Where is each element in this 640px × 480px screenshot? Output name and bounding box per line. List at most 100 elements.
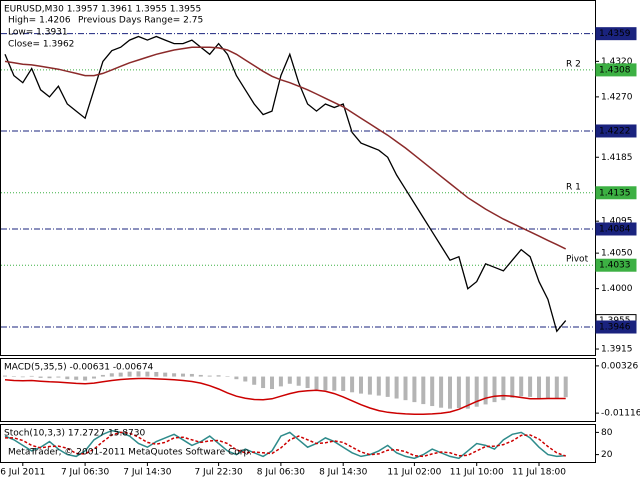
histogram-bar — [510, 376, 515, 398]
histogram-bar — [501, 376, 506, 401]
y-tick-label: 1.4270 — [601, 92, 633, 102]
x-tick-label: 7 Jul 14:30 — [123, 468, 172, 478]
level-label: Pivot — [566, 255, 589, 265]
y-tick-label: 1.4095 — [601, 217, 633, 227]
histogram-bar — [225, 376, 230, 377]
histogram-bar — [270, 376, 274, 390]
price-tag-label: 1.3946 — [599, 323, 631, 333]
price-tag — [595, 320, 637, 334]
main-panel — [0, 0, 596, 356]
histogram-bar — [198, 374, 203, 377]
y-tick-label: -0.01116 — [601, 409, 640, 419]
histogram-bar — [359, 376, 363, 394]
x-tick-label: 11 Jul 10:00 — [450, 468, 504, 478]
panel-title: MACD(5,35,5) -0.00631 -0.00674 — [4, 363, 154, 373]
histogram-bar — [305, 376, 310, 389]
histogram-bar — [181, 373, 185, 377]
histogram-bar — [207, 375, 212, 377]
x-tick-label: 11 Jul 02:00 — [387, 468, 441, 478]
y-tick-label: 1.4000 — [601, 284, 633, 294]
histogram-bar — [172, 373, 177, 377]
header-annotation: Previous Days Range= 2.75 — [78, 16, 203, 26]
price-tag — [595, 258, 637, 272]
histogram-bar — [145, 371, 150, 377]
histogram-bar — [29, 375, 34, 377]
price-tag-label: 1.4222 — [599, 126, 631, 136]
histogram-bar — [350, 376, 355, 393]
histogram-bar — [528, 376, 533, 397]
price-tag — [595, 63, 637, 77]
price-tag — [595, 186, 637, 200]
histogram-bar — [163, 372, 168, 377]
series-line — [4, 46, 567, 250]
histogram-bar — [243, 376, 248, 382]
histogram-bar — [394, 376, 399, 399]
y-tick-label: 1.3915 — [601, 345, 633, 355]
histogram-bar — [234, 376, 239, 380]
histogram-bar — [47, 376, 52, 379]
y-tick-label: 1.4320 — [601, 57, 633, 67]
histogram-bar — [421, 376, 426, 405]
y-tick-label: 0.00326 — [601, 361, 638, 371]
price-tag — [595, 124, 637, 138]
price-tag-label: 1.4308 — [599, 65, 631, 75]
histogram-bar — [492, 376, 497, 403]
price-tag — [595, 27, 637, 41]
histogram-bar — [465, 376, 470, 409]
y-tick-label: 80 — [601, 428, 613, 438]
histogram-bar — [439, 376, 444, 408]
panel-title: Stoch(10,3,3) 17.2727 15.8730 — [4, 429, 145, 439]
histogram-bar — [314, 376, 319, 390]
price-tag-label: 1.4135 — [599, 188, 631, 198]
histogram-bar — [109, 373, 114, 377]
header-annotation: Low= 1.3931 — [8, 28, 68, 38]
series-line — [5, 431, 566, 458]
histogram-bar — [92, 376, 96, 379]
x-tick-label: 11 Jul 18:00 — [512, 468, 566, 478]
histogram-bar — [136, 371, 141, 377]
price-tag — [595, 222, 637, 236]
histogram-bar — [261, 376, 266, 389]
histogram-bar — [216, 375, 221, 377]
price-tag-label: 1.4033 — [599, 261, 631, 271]
histogram-bar — [154, 371, 159, 377]
histogram-bar — [563, 376, 568, 398]
histogram-bar — [483, 376, 488, 405]
stoch-panel — [0, 424, 596, 463]
histogram-bar — [456, 376, 461, 409]
series-line — [4, 35, 567, 333]
histogram-bar — [252, 376, 257, 385]
histogram-bar — [403, 376, 408, 401]
y-tick-label: 1.4185 — [601, 153, 633, 163]
panel-title: EURUSD,M30 1.3957 1.3961 1.3955 1.3955 — [4, 5, 201, 15]
histogram-bar — [11, 376, 16, 377]
histogram-bar — [189, 373, 194, 377]
copyright: MetaTrader, © 2001-2011 MetaQuotes Softw… — [8, 448, 252, 458]
header-annotation: Close= 1.3962 — [8, 40, 74, 50]
y-tick-label: 1.4050 — [601, 249, 633, 259]
histogram-bar — [332, 376, 337, 391]
x-tick-label: 8 Jul 14:30 — [319, 468, 368, 478]
histogram-bar — [38, 376, 43, 378]
histogram-bar — [65, 376, 70, 380]
histogram-bar — [412, 376, 417, 403]
series-line — [4, 429, 566, 460]
histogram-bar — [474, 376, 479, 407]
histogram-bar — [278, 376, 283, 387]
histogram-bar — [83, 376, 88, 381]
histogram-bar — [385, 376, 390, 397]
x-tick-label: 7 Jul 22:30 — [194, 468, 243, 478]
y-tick-label: 20 — [601, 450, 613, 460]
histogram-bar — [127, 371, 132, 377]
price-tag-label: 1.4359 — [599, 29, 631, 39]
histogram-bar — [554, 376, 559, 399]
histogram-bar — [296, 376, 301, 386]
histogram-bar — [376, 376, 381, 396]
macd-panel — [0, 358, 596, 422]
histogram-bar — [100, 374, 105, 377]
histogram-bar — [74, 376, 79, 380]
histogram-bar — [545, 376, 550, 399]
histogram-bar — [341, 376, 346, 391]
histogram-bar — [430, 376, 435, 407]
